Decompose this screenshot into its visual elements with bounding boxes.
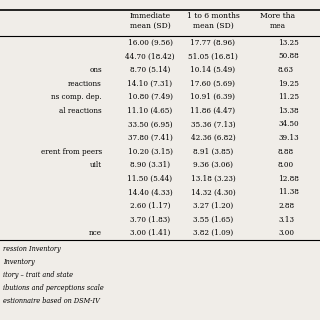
Text: 3.70 (1.83): 3.70 (1.83) (130, 216, 170, 224)
Text: More tha
mea: More tha mea (260, 12, 296, 30)
Text: 3.27 (1.20): 3.27 (1.20) (193, 202, 233, 210)
Text: 3.00: 3.00 (278, 229, 294, 237)
Text: 35.36 (7.13): 35.36 (7.13) (191, 120, 235, 128)
Text: nce: nce (89, 229, 102, 237)
Text: ibutions and perceptions scale: ibutions and perceptions scale (3, 284, 104, 292)
Text: 34.50: 34.50 (278, 120, 299, 128)
Text: 11.10 (4.65): 11.10 (4.65) (127, 107, 172, 115)
Text: 50.88: 50.88 (278, 52, 299, 60)
Text: 12.88: 12.88 (278, 175, 299, 183)
Text: 3.55 (1.65): 3.55 (1.65) (193, 216, 233, 224)
Text: 44.70 (18.42): 44.70 (18.42) (125, 52, 175, 60)
Text: uilt: uilt (90, 161, 102, 169)
Text: 8.63: 8.63 (278, 66, 294, 74)
Text: 14.40 (4.33): 14.40 (4.33) (128, 188, 172, 196)
Text: Immediate
mean (SD): Immediate mean (SD) (129, 12, 171, 30)
Text: 8.91 (3.85): 8.91 (3.85) (193, 148, 233, 156)
Text: 8.90 (3.31): 8.90 (3.31) (130, 161, 170, 169)
Text: 10.20 (3.15): 10.20 (3.15) (127, 148, 172, 156)
Text: 39.13: 39.13 (278, 134, 299, 142)
Text: ns comp. dep.: ns comp. dep. (52, 93, 102, 101)
Text: 2.88: 2.88 (278, 202, 294, 210)
Text: 17.77 (8.96): 17.77 (8.96) (190, 39, 236, 47)
Text: 13.18 (3.23): 13.18 (3.23) (191, 175, 236, 183)
Text: 11.86 (4.47): 11.86 (4.47) (190, 107, 236, 115)
Text: 10.91 (6.39): 10.91 (6.39) (190, 93, 236, 101)
Text: al reactions: al reactions (60, 107, 102, 115)
Text: 10.80 (7.49): 10.80 (7.49) (127, 93, 172, 101)
Text: 17.60 (5.69): 17.60 (5.69) (190, 80, 236, 88)
Text: 13.38: 13.38 (278, 107, 299, 115)
Text: 8.88: 8.88 (278, 148, 294, 156)
Text: Inventory: Inventory (3, 258, 35, 266)
Text: ons: ons (89, 66, 102, 74)
Text: 9.36 (3.06): 9.36 (3.06) (193, 161, 233, 169)
Text: 11.25: 11.25 (278, 93, 299, 101)
Text: ression Inventory: ression Inventory (3, 245, 60, 253)
Text: 8.70 (5.14): 8.70 (5.14) (130, 66, 170, 74)
Text: 1 to 6 months
mean (SD): 1 to 6 months mean (SD) (187, 12, 239, 30)
Text: 3.00 (1.41): 3.00 (1.41) (130, 229, 170, 237)
Text: 37.80 (7.41): 37.80 (7.41) (128, 134, 172, 142)
Text: 16.00 (9.56): 16.00 (9.56) (127, 39, 172, 47)
Text: 14.32 (4.30): 14.32 (4.30) (191, 188, 236, 196)
Text: 13.25: 13.25 (278, 39, 299, 47)
Text: erent from peers: erent from peers (41, 148, 102, 156)
Text: estionnaire based on DSM-IV: estionnaire based on DSM-IV (3, 297, 100, 305)
Text: 19.25: 19.25 (278, 80, 299, 88)
Text: 2.60 (1.17): 2.60 (1.17) (130, 202, 170, 210)
Text: 11.38: 11.38 (278, 188, 299, 196)
Text: itory – trait and state: itory – trait and state (3, 271, 73, 279)
Text: 14.10 (7.31): 14.10 (7.31) (127, 80, 172, 88)
Text: 33.50 (6.95): 33.50 (6.95) (128, 120, 172, 128)
Text: reactions: reactions (68, 80, 102, 88)
Text: 11.50 (5.44): 11.50 (5.44) (127, 175, 172, 183)
Text: 42.36 (6.82): 42.36 (6.82) (191, 134, 236, 142)
Text: 3.13: 3.13 (278, 216, 294, 224)
Text: 10.14 (5.49): 10.14 (5.49) (190, 66, 236, 74)
Text: 51.05 (16.81): 51.05 (16.81) (188, 52, 238, 60)
Text: 8.00: 8.00 (278, 161, 294, 169)
Text: 3.82 (1.09): 3.82 (1.09) (193, 229, 233, 237)
